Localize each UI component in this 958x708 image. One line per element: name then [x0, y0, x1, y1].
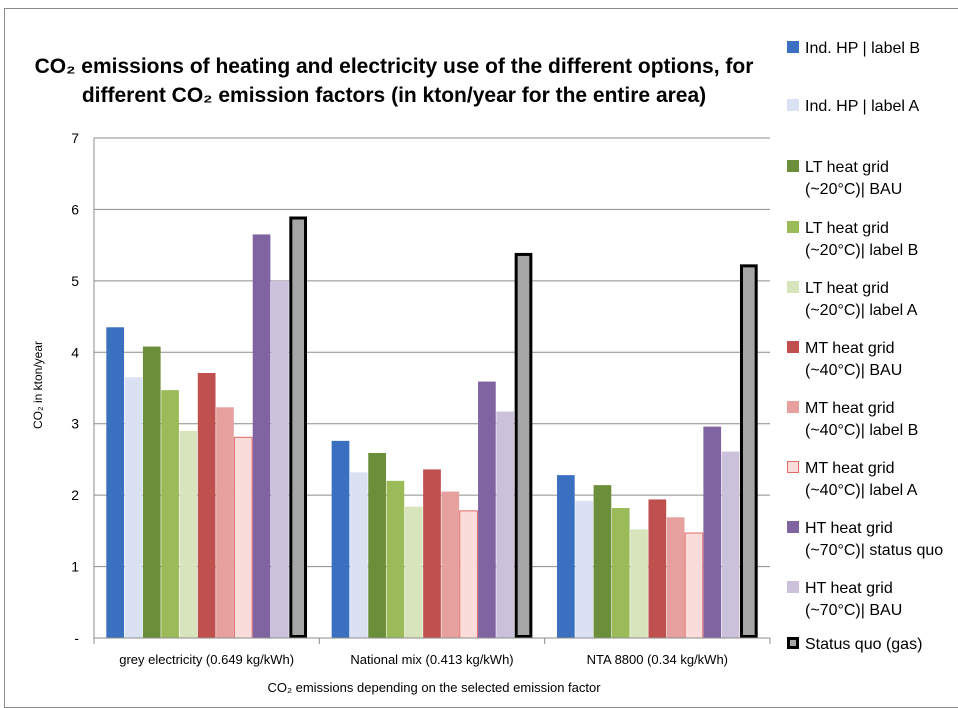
bar	[575, 500, 593, 638]
bar	[216, 407, 234, 638]
legend-label: LT heat grid (~20°C)| BAU	[805, 159, 903, 198]
y-tick-label: 3	[71, 416, 79, 432]
legend-swatch	[787, 160, 799, 172]
legend-item: LT heat grid (~20°C)| label A	[787, 278, 917, 322]
bar	[459, 510, 478, 639]
bar	[124, 377, 143, 638]
legend-label: LT heat grid (~20°C)| label A	[805, 280, 918, 319]
legend-label: MT heat grid (~40°C)| BAU	[805, 340, 903, 379]
bar	[386, 480, 405, 638]
legend-swatch	[787, 99, 799, 111]
bar	[478, 381, 496, 638]
x-tick-label: NTA 8800 (0.34 kg/kWh)	[587, 652, 728, 667]
legend-item: HT heat grid (~70°C)| status quo	[787, 518, 943, 562]
legend-label: MT heat grid (~40°C)| label B	[805, 400, 919, 439]
y-tick-label: 2	[71, 487, 79, 503]
legend-item: Ind. HP | label B	[787, 38, 920, 60]
legend-item: MT heat grid (~40°C)| label B	[787, 398, 918, 442]
legend-label: Ind. HP | label B	[805, 40, 921, 57]
legend-label: Ind. HP | label A	[805, 98, 920, 115]
legend-label: MT heat grid (~40°C)| label A	[805, 460, 918, 499]
legend-swatch	[787, 41, 799, 53]
bar	[289, 216, 308, 638]
bar	[179, 430, 198, 638]
legend-item: HT heat grid (~70°C)| BAU	[787, 578, 902, 622]
legend-item: LT heat grid (~20°C)| label B	[787, 218, 918, 262]
bar	[441, 491, 460, 638]
legend-swatch	[787, 281, 799, 293]
bar	[404, 506, 423, 638]
bar	[233, 436, 253, 639]
legend-swatch	[787, 581, 799, 593]
y-tick-label: 4	[71, 344, 79, 360]
legend-label: HT heat grid (~70°C)| BAU	[805, 580, 903, 619]
legend-label: HT heat grid (~70°C)| status quo	[805, 520, 944, 559]
y-tick-label: 7	[71, 130, 79, 146]
bar	[556, 475, 575, 638]
chart-title: CO₂ emissions of heating and electricity…	[34, 55, 754, 107]
bar	[684, 532, 704, 639]
y-tick-label: 5	[71, 273, 79, 289]
bar	[514, 252, 533, 639]
legend-item: Ind. HP | label A	[787, 96, 919, 118]
legend-swatch	[787, 521, 799, 533]
legend-item: Status quo (gas)	[787, 634, 922, 656]
legend-swatch	[787, 401, 799, 413]
bar	[496, 411, 515, 638]
bar	[368, 453, 386, 638]
y-axis-label: CO₂ in kton/year	[31, 340, 45, 430]
y-tick-label: 6	[71, 201, 79, 217]
legend-label: Status quo (gas)	[805, 636, 923, 653]
y-tick-label: 1	[71, 559, 79, 575]
x-tick-label: grey electricity (0.649 kg/kWh)	[119, 652, 294, 667]
bar	[142, 346, 161, 638]
bar	[593, 485, 612, 638]
legend-item: MT heat grid (~40°C)| BAU	[787, 338, 902, 382]
bar	[703, 426, 722, 638]
legend-swatch	[787, 637, 799, 649]
bar	[611, 508, 630, 638]
bar	[666, 517, 685, 638]
legend-item: MT heat grid (~40°C)| label A	[787, 458, 917, 502]
legend-item: LT heat grid (~20°C)| BAU	[787, 157, 902, 201]
bar	[739, 264, 758, 638]
x-axis-label: CO₂ emissions depending on the selected …	[267, 680, 601, 695]
bar	[271, 280, 289, 638]
bar	[423, 469, 441, 638]
bar	[197, 373, 216, 638]
legend-swatch	[787, 341, 799, 353]
legend-swatch	[787, 221, 799, 233]
legend-label: LT heat grid (~20°C)| label B	[805, 220, 919, 259]
y-tick-label: -	[74, 630, 79, 646]
legend-swatch	[787, 461, 799, 473]
bar	[161, 390, 179, 638]
bar	[106, 327, 125, 638]
bar	[331, 440, 350, 638]
bar	[648, 499, 667, 638]
bar	[630, 529, 648, 638]
bar	[721, 451, 740, 638]
bar	[252, 234, 271, 638]
bar	[349, 472, 368, 638]
x-tick-label: National mix (0.413 kg/kWh)	[350, 652, 513, 667]
